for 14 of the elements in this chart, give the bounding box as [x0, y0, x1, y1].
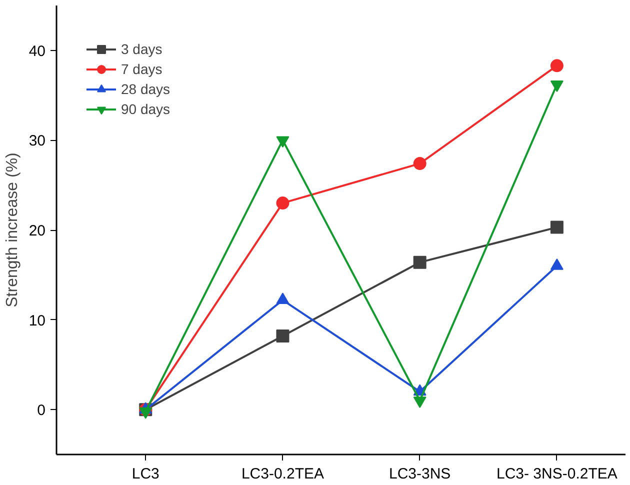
x-tick-label: LC3 [132, 466, 160, 482]
legend-label: 90 days [121, 101, 170, 117]
legend-label: 7 days [121, 61, 162, 77]
y-tick-label: 20 [28, 222, 46, 240]
y-tick-label: 40 [28, 42, 46, 60]
legend-label: 28 days [121, 81, 170, 97]
x-tick-label: LC3- 3NS-0.2TEA [496, 466, 618, 482]
y-axis-title: Strength increase (%) [4, 152, 21, 308]
y-tick-label: 30 [28, 132, 46, 150]
x-tick-label: LC3-3NS [388, 466, 451, 482]
legend-label: 3 days [121, 41, 162, 57]
y-tick-label: 10 [28, 312, 46, 330]
y-tick-label: 0 [37, 402, 46, 420]
x-tick-label: LC3-0.2TEA [241, 466, 324, 482]
